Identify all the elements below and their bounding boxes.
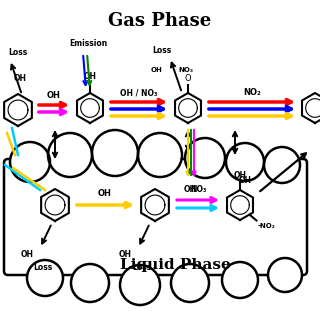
Circle shape bbox=[268, 258, 302, 292]
Text: NO₃: NO₃ bbox=[190, 185, 206, 194]
Text: Loss: Loss bbox=[33, 263, 52, 272]
Circle shape bbox=[27, 260, 63, 296]
Text: NO₃: NO₃ bbox=[178, 67, 193, 73]
Text: OH: OH bbox=[234, 171, 246, 180]
Circle shape bbox=[171, 264, 209, 302]
Text: Loss: Loss bbox=[152, 46, 172, 55]
Text: NO₂: NO₂ bbox=[243, 88, 261, 97]
Text: Loss: Loss bbox=[132, 263, 152, 272]
Circle shape bbox=[138, 133, 182, 177]
Text: OH: OH bbox=[150, 67, 162, 73]
Text: OH: OH bbox=[84, 72, 97, 81]
Text: OH: OH bbox=[119, 250, 132, 259]
Text: O: O bbox=[185, 74, 191, 83]
Text: Liquid Phase: Liquid Phase bbox=[120, 258, 230, 272]
FancyBboxPatch shape bbox=[4, 159, 307, 275]
Text: -NO₂: -NO₂ bbox=[258, 222, 276, 228]
Text: OH: OH bbox=[183, 185, 196, 194]
Text: OH: OH bbox=[238, 176, 252, 185]
Text: OH: OH bbox=[47, 91, 61, 100]
Circle shape bbox=[48, 133, 92, 177]
Circle shape bbox=[71, 264, 109, 302]
Text: Loss: Loss bbox=[8, 48, 27, 57]
Circle shape bbox=[226, 143, 264, 181]
Text: OH: OH bbox=[98, 189, 112, 198]
Text: OH: OH bbox=[14, 74, 27, 83]
Circle shape bbox=[222, 262, 258, 298]
Text: OH / NO₃: OH / NO₃ bbox=[120, 88, 158, 97]
Text: Gas Phase: Gas Phase bbox=[108, 12, 212, 30]
Circle shape bbox=[264, 147, 300, 183]
Text: Emission: Emission bbox=[69, 39, 107, 48]
Circle shape bbox=[120, 265, 160, 305]
Circle shape bbox=[185, 138, 225, 178]
Circle shape bbox=[10, 142, 50, 182]
Circle shape bbox=[92, 130, 138, 176]
Text: OH: OH bbox=[21, 250, 34, 259]
